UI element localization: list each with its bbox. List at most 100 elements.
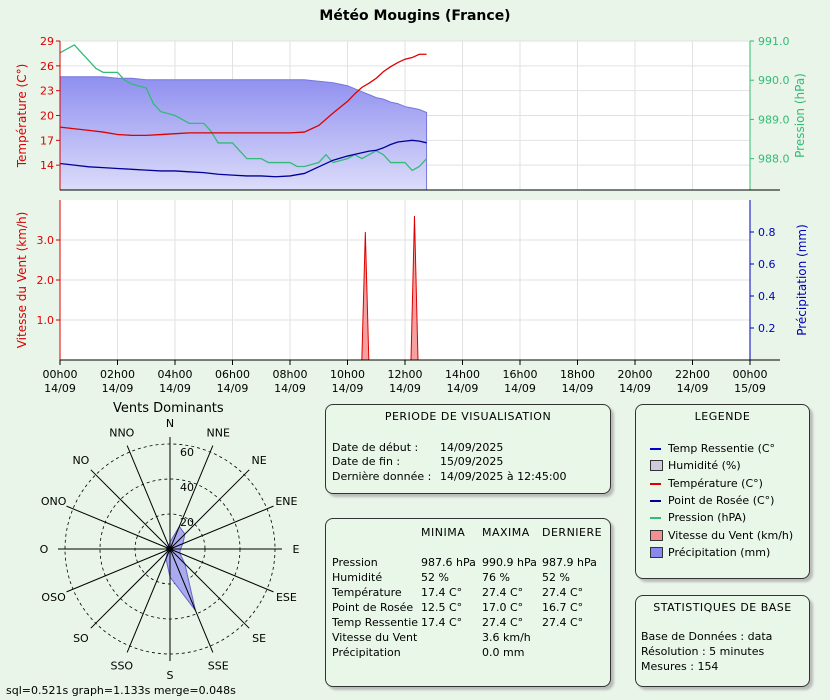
charts-area: 14 17 20 23 26 29 991.0 990.0 989.0 988.0 Températ… — [15, 35, 809, 395]
rose-spoke — [126, 445, 171, 550]
rain-tick-label: 0.2 — [758, 322, 776, 335]
legend-swatch — [650, 546, 663, 558]
x-tick-date: 14/09 — [677, 382, 709, 395]
stats-max-cell: 990.9 hPa — [482, 556, 537, 569]
timing-footer: sql=0.521s graph=1.133s merge=0.048s — [6, 684, 236, 697]
stats-min-cell: 17.4 C° — [421, 586, 463, 599]
bottom-chart: 1.02.03.00.20.40.60.800h0014/0902h0014/0… — [15, 200, 809, 395]
x-tick-hour: 10h00 — [330, 368, 365, 381]
x-tick-hour: 18h00 — [560, 368, 595, 381]
rain-tick-label: 0.6 — [758, 258, 776, 271]
right-tick-label: 988.0 — [758, 153, 790, 166]
legend-label: Précipitation (mm) — [668, 545, 771, 559]
periode-title: PERIODE DE VISUALISATION — [384, 410, 552, 423]
top-chart: 14 17 20 23 26 29 991.0 990.0 989.0 988.0 Températ… — [15, 35, 807, 191]
rose-direction-label: SO — [73, 632, 89, 645]
debut-value: 14/09/2025 — [440, 441, 504, 454]
rose-direction-label: SSO — [110, 659, 133, 672]
wind-tick-label: 3.0 — [37, 234, 55, 247]
left-tick-label: 23 — [40, 85, 54, 98]
rose-direction-label: ESE — [276, 591, 297, 604]
temperature-line — [59, 53, 427, 137]
stats-last-cell: 27.4 C° — [542, 586, 584, 599]
rose-spoke — [169, 548, 274, 593]
rose-spoke — [126, 548, 171, 653]
wind-rose-title: Vents Dominants — [113, 401, 224, 416]
stats-label-cell: Température — [332, 586, 402, 599]
top-ylabel: Température (C°) — [15, 64, 29, 169]
rose-spoke — [169, 445, 214, 550]
stats-max-cell: 17.0 C° — [482, 601, 524, 614]
rose-ring-label: 20 — [180, 516, 194, 529]
x-tick-date: 14/09 — [44, 382, 76, 395]
rose-ring-label: 40 — [180, 481, 194, 494]
stats-last-cell: 16.7 C° — [542, 601, 584, 614]
x-tick-date: 14/09 — [332, 382, 364, 395]
header-maxima: MAXIMA — [482, 526, 530, 539]
legend-label: Temp Ressentie (C° — [668, 442, 776, 455]
stats-label-cell: Temp Ressentie — [332, 616, 419, 629]
rose-spoke — [169, 548, 214, 653]
legend-swatch — [650, 529, 663, 541]
legend-swatch — [650, 499, 661, 502]
rain-tick-label: 0.4 — [758, 290, 776, 303]
left-tick-label: 17 — [40, 134, 54, 147]
right-tick-label: 991.0 — [758, 35, 790, 48]
page-title: Météo Mougins (France) — [319, 8, 511, 24]
derniere-value: 14/09/2025 à 12:45:00 — [440, 470, 567, 483]
stat-resolution: Résolution : 5 minutes — [641, 645, 765, 658]
stats-max-cell: 3.6 km/h — [482, 631, 531, 644]
rose-direction-label: ONO — [41, 495, 67, 508]
stats-min-cell: 52 % — [421, 571, 449, 584]
rose-spoke — [90, 548, 171, 629]
right-tick-label: 990.0 — [758, 74, 790, 87]
wind-tick-label: 1.0 — [37, 314, 55, 327]
rose-spoke — [169, 505, 274, 550]
x-tick-hour: 00h00 — [733, 368, 768, 381]
x-tick-date: 14/09 — [274, 382, 306, 395]
x-tick-hour: 14h00 — [445, 368, 480, 381]
rose-direction-label: N — [166, 418, 174, 430]
left-tick-label: 14 — [40, 159, 54, 172]
periode-panel: PERIODE DE VISUALISATION Date de début :… — [325, 404, 611, 494]
statistiques-title: STATISTIQUES DE BASE — [653, 601, 792, 614]
stats-label-cell: Pression — [332, 556, 378, 569]
x-tick-hour: 08h00 — [273, 368, 308, 381]
wind-rose: N NNE NE ENE E ESE SE SSE S SSO SO OSO O ONO NO NNO 20 40… — [40, 418, 300, 682]
left-tick-label: 26 — [40, 60, 54, 73]
stats-table-panel: MINIMA MAXIMA DERNIERE Pression 987.6 hPa… — [325, 518, 611, 687]
rain-tick-label: 0.8 — [758, 226, 776, 239]
x-tick-date: 14/09 — [217, 382, 249, 395]
header-minima: MINIMA — [421, 526, 466, 539]
legend-swatch — [650, 482, 661, 485]
wind-tick-label: 2.0 — [37, 274, 55, 287]
stats-label-cell: Humidité — [332, 571, 383, 584]
legende-panel: LEGENDE Temp Ressentie (C° Humidité (%) Te… — [635, 404, 810, 579]
right-tick-label: 989.0 — [758, 113, 790, 126]
stats-max-cell: 76 % — [482, 571, 510, 584]
stats-last-cell: 987.9 hPa — [542, 556, 597, 569]
bottom-ylabel: Vitesse du Vent (km/h) — [15, 212, 29, 349]
derniere-label: Dernière donnée : — [332, 470, 432, 483]
stats-label-cell: Précipitation — [332, 646, 401, 659]
legend-label: Point de Rosée (C°) — [668, 493, 775, 507]
rose-direction-label: ENE — [275, 495, 297, 508]
x-tick-hour: 02h00 — [100, 368, 135, 381]
stats-min-cell: 12.5 C° — [421, 601, 463, 614]
x-tick-hour: 12h00 — [388, 368, 423, 381]
legend-label: Température (C°) — [668, 476, 763, 490]
stats-min-cell: 17.4 C° — [421, 616, 463, 629]
rose-spoke — [66, 548, 171, 593]
stat-mesures: Mesures : 154 — [641, 660, 719, 673]
x-tick-hour: 06h00 — [215, 368, 250, 381]
rose-direction-label: NO — [72, 454, 89, 467]
x-tick-hour: 00h00 — [43, 368, 78, 381]
rose-spoke — [66, 505, 171, 550]
legend-label: Pression (hPA) — [668, 511, 747, 525]
bottom-y2label: Précipitation (mm) — [795, 224, 809, 336]
rose-direction-label: NNE — [207, 427, 230, 440]
x-tick-hour: 20h00 — [618, 368, 653, 381]
legende-title: LEGENDE — [694, 410, 751, 423]
legend-label: Humidité (%) — [668, 459, 741, 473]
legend-swatch — [650, 460, 663, 472]
